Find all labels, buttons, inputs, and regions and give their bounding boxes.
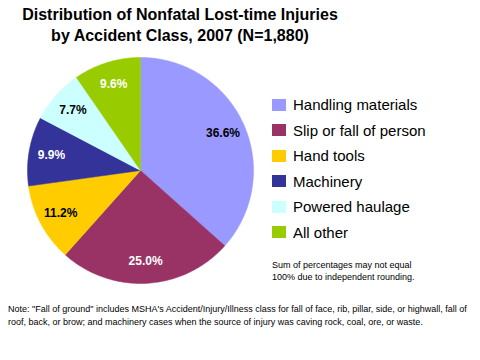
svg-text:36.6%: 36.6% [206,126,240,140]
html-text:Powered haulage: Powered haulage [293,198,410,216]
html-text:Note: "Fall of ground" include: Note: "Fall of ground" includes MSHA's A… [8,304,467,327]
svg-text:9.6%: 9.6% [100,77,128,91]
svg-text:11.2%: 11.2% [44,206,78,220]
html-text:Handling materials: Handling materials [293,96,418,114]
html-text:Machinery: Machinery [293,172,363,190]
svg-text:25.0%: 25.0% [129,254,163,268]
html-text:Sum of percentages may not equ: Sum of percentages may not equal 100% du… [272,260,415,282]
svg-text:7.7%: 7.7% [59,103,87,117]
html-text:All other: All other [293,223,348,241]
svg-text:9.9%: 9.9% [38,148,66,162]
html-text:Slip or fall of person: Slip or fall of person [293,121,426,139]
html-text:Distribution of Nonfatal Lost-: Distribution of Nonfatal Lost-time Injur… [22,6,338,44]
html-text:Hand tools: Hand tools [293,147,365,165]
